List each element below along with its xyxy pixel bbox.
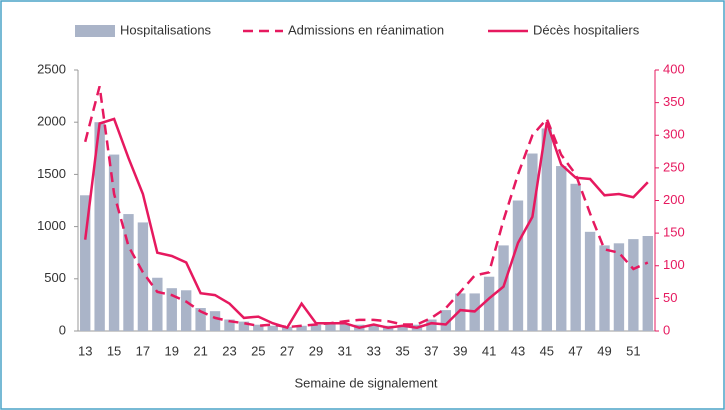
y2-tick-label: 300: [663, 127, 685, 142]
bar: [209, 311, 221, 331]
x-tick-label: 15: [107, 343, 121, 358]
bar: [195, 308, 206, 331]
x-tick-label: 21: [193, 343, 207, 358]
x-tick-label: 27: [280, 343, 294, 358]
y-tick-label: 500: [44, 270, 66, 285]
bar: [253, 324, 264, 331]
y2-tick-label: 50: [663, 290, 677, 305]
bar: [570, 183, 581, 331]
bar: [238, 321, 250, 331]
bar: [527, 153, 538, 331]
bar: [628, 239, 639, 331]
x-tick-label: 29: [309, 343, 323, 358]
y-tick-label: 0: [59, 322, 66, 337]
bar: [180, 290, 192, 331]
bar: [123, 214, 134, 331]
x-tick-label: 17: [136, 343, 150, 358]
x-tick-label: 41: [482, 343, 496, 358]
y-tick-label: 1500: [37, 166, 66, 181]
line-series: [83, 85, 649, 329]
x-tick-label: 47: [568, 343, 582, 358]
bar: [455, 293, 466, 331]
bar: [224, 319, 235, 331]
x-tick-label: 35: [395, 343, 409, 358]
bar: [599, 245, 610, 331]
x-tick-label: 49: [597, 343, 611, 358]
bar: [267, 325, 278, 331]
y-tick-label: 2000: [37, 114, 66, 129]
x-tick-label: 45: [540, 343, 554, 358]
bar: [80, 195, 91, 331]
bar: [498, 245, 509, 331]
legend-label: Hospitalisations: [120, 22, 212, 37]
bar: [613, 243, 625, 331]
bar: [397, 325, 408, 331]
bar: [310, 324, 322, 331]
bar: [325, 323, 336, 331]
bar: [368, 324, 379, 331]
y2-tick-label: 350: [663, 94, 685, 109]
bar: [483, 276, 495, 331]
y-tick-label: 1000: [37, 218, 66, 233]
y2-tick-label: 100: [663, 257, 685, 272]
legend-label: Admissions en réanimation: [288, 22, 444, 37]
bar: [137, 222, 149, 331]
bar: [339, 323, 351, 331]
x-tick-label: 23: [222, 343, 236, 358]
bar: [166, 288, 177, 331]
y2-tick-label: 400: [663, 61, 685, 76]
legend-swatch: [75, 25, 115, 37]
y-tick-label: 2500: [37, 61, 66, 76]
x-tick-label: 19: [165, 343, 179, 358]
bar: [556, 166, 567, 331]
bar: [541, 128, 553, 331]
bar: [426, 319, 437, 331]
x-axis-title: Semaine de signalement: [294, 375, 437, 390]
y2-tick-label: 0: [663, 322, 670, 337]
x-tick-label: 39: [453, 343, 467, 358]
y2-tick-label: 250: [663, 159, 685, 174]
line-series: [83, 117, 649, 330]
bar: [642, 235, 653, 331]
x-tick-label: 31: [338, 343, 352, 358]
x-tick-label: 33: [366, 343, 380, 358]
x-tick-label: 13: [78, 343, 92, 358]
y2-tick-label: 150: [663, 225, 685, 240]
x-tick-label: 37: [424, 343, 438, 358]
bar: [108, 154, 120, 331]
bar: [296, 325, 307, 331]
bar: [584, 231, 596, 331]
bar: [512, 200, 524, 331]
y2-tick-label: 200: [663, 192, 685, 207]
bar: [94, 122, 105, 331]
bar: [440, 310, 452, 331]
bar: [152, 277, 163, 331]
x-tick-label: 43: [511, 343, 525, 358]
x-tick-label: 25: [251, 343, 265, 358]
x-tick-label: 51: [626, 343, 640, 358]
legend-label: Décès hospitaliers: [533, 22, 640, 37]
